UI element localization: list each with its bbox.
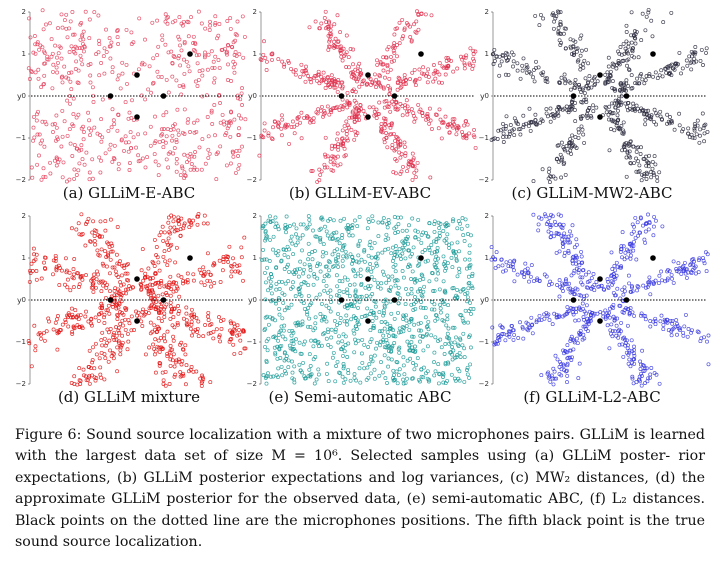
y-axis-label: y bbox=[248, 296, 253, 305]
sample-points bbox=[489, 7, 710, 185]
y-axis-label: y bbox=[480, 296, 485, 305]
scatter-plot-e: 2 1 0 −1 −2 y bbox=[247, 212, 476, 388]
sample-points bbox=[257, 9, 478, 184]
microphone-point bbox=[597, 114, 603, 120]
y-axis-label: y bbox=[248, 92, 253, 101]
y-tick-label: 1 bbox=[485, 254, 489, 262]
microphone-point bbox=[365, 318, 371, 324]
scatter-plot-d: 2 1 0 −1 −2 y bbox=[16, 212, 248, 388]
microphone-point bbox=[623, 93, 630, 99]
y-tick-label: 2 bbox=[253, 212, 257, 220]
y-tick-label: −2 bbox=[247, 380, 257, 388]
microphone-point bbox=[391, 93, 398, 99]
microphone-point bbox=[365, 276, 371, 282]
scatter-plot-f: 2 1 0 −1 −2 y bbox=[479, 212, 711, 388]
y-tick-label: −2 bbox=[247, 176, 257, 184]
sample-points bbox=[26, 8, 248, 184]
microphone-point bbox=[623, 297, 630, 303]
y-tick-label: 2 bbox=[22, 8, 26, 16]
y-tick-label: −1 bbox=[247, 134, 257, 142]
panel-caption-d: (d) GLLiM mixture bbox=[57, 388, 201, 406]
y-tick-label: 2 bbox=[485, 212, 489, 220]
panel-c: 2 1 0 −1 −2 y (c) GLLiM-MW2-ABC bbox=[478, 7, 710, 213]
microphone-point bbox=[597, 72, 603, 78]
y-tick-label: 2 bbox=[485, 8, 489, 16]
y-tick-label: 1 bbox=[253, 50, 257, 58]
y-tick-label: −2 bbox=[16, 380, 26, 388]
y-tick-label: 0 bbox=[485, 92, 489, 100]
microphone-point bbox=[134, 114, 140, 120]
y-tick-label: −2 bbox=[479, 176, 489, 184]
microphone-point bbox=[134, 72, 140, 78]
y-tick-label: 0 bbox=[22, 296, 26, 304]
y-tick-label: −2 bbox=[16, 176, 26, 184]
microphone-point bbox=[338, 297, 345, 303]
microphone-point bbox=[570, 297, 577, 303]
source-point bbox=[187, 51, 193, 57]
panel-a: 2 1 0 −1 −2 y (a) GLLiM-E-ABC bbox=[15, 8, 248, 213]
y-tick-label: −1 bbox=[16, 338, 26, 346]
panel-f: 2 1 0 −1 −2 y (f) GLLiM-L2-ABC bbox=[478, 212, 711, 417]
panel-caption-f: (f) GLLiM-L2-ABC bbox=[523, 388, 661, 406]
caption-line-5: L₂ distances. Black points on the dotted… bbox=[15, 491, 706, 529]
scatter-plot-c: 2 1 0 −1 −2 y bbox=[479, 7, 710, 185]
caption-line-1: Figure 6: Sound source localization with… bbox=[15, 427, 646, 443]
source-point bbox=[187, 255, 193, 261]
caption-line-3: rior expectations, (b) GLLiM posterior e… bbox=[15, 448, 705, 486]
sample-points bbox=[260, 214, 476, 386]
y-tick-label: 2 bbox=[253, 8, 257, 16]
source-point bbox=[418, 51, 424, 57]
panel-d: 2 1 0 −1 −2 y (d) GLLiM mixture bbox=[15, 212, 248, 417]
y-tick-label: 0 bbox=[253, 296, 257, 304]
y-axis-label: y bbox=[17, 296, 22, 305]
y-tick-label: −1 bbox=[247, 338, 257, 346]
microphone-point bbox=[107, 297, 114, 303]
microphone-point bbox=[338, 93, 345, 99]
y-tick-label: 0 bbox=[22, 92, 26, 100]
source-point bbox=[650, 255, 656, 261]
microphone-point bbox=[107, 93, 114, 99]
microphone-point bbox=[597, 318, 603, 324]
caption-line-6: point is the true sound source localizat… bbox=[15, 512, 705, 551]
y-tick-label: −1 bbox=[16, 134, 26, 142]
y-tick-label: 0 bbox=[253, 92, 257, 100]
microphone-point bbox=[365, 72, 371, 78]
scatter-plot-a: 2 1 0 −1 −2 y bbox=[16, 8, 248, 184]
caption-line-2: learned with the largest data set of siz… bbox=[15, 427, 705, 465]
sample-points bbox=[26, 212, 248, 388]
microphone-point bbox=[597, 276, 603, 282]
scatter-plot-b: 2 1 0 −1 −2 y bbox=[247, 8, 478, 184]
microphone-point bbox=[391, 297, 398, 303]
panel-caption-b: (b) GLLiM-EV-ABC bbox=[288, 184, 432, 202]
panel-e: 2 1 0 −1 −2 y (e) Semi-automatic ABC bbox=[246, 212, 476, 417]
panel-caption-c: (c) GLLiM-MW2-ABC bbox=[511, 184, 673, 202]
microphone-point bbox=[134, 318, 140, 324]
figure-caption: Figure 6: Sound source localization with… bbox=[15, 425, 705, 553]
y-tick-label: −1 bbox=[479, 134, 489, 142]
microphone-point bbox=[570, 93, 577, 99]
y-tick-label: 2 bbox=[22, 212, 26, 220]
y-tick-label: 1 bbox=[22, 254, 26, 262]
y-tick-label: 1 bbox=[22, 50, 26, 58]
y-tick-label: 1 bbox=[485, 50, 489, 58]
panel-b: 2 1 0 −1 −2 y (b) GLLiM-EV-ABC bbox=[246, 8, 478, 213]
sample-points bbox=[489, 212, 711, 388]
caption-line-4: (d) the approximate GLLiM posterior for … bbox=[15, 469, 706, 508]
y-tick-label: 0 bbox=[485, 296, 489, 304]
y-axis-label: y bbox=[480, 92, 485, 101]
panel-caption-e: (e) Semi-automatic ABC bbox=[268, 388, 452, 406]
panel-caption-a: (a) GLLiM-E-ABC bbox=[62, 184, 196, 202]
source-point bbox=[418, 255, 424, 261]
y-tick-label: 1 bbox=[253, 254, 257, 262]
y-tick-label: −2 bbox=[479, 380, 489, 388]
y-axis-label: y bbox=[17, 92, 22, 101]
microphone-point bbox=[160, 93, 167, 99]
y-tick-label: −1 bbox=[479, 338, 489, 346]
source-point bbox=[650, 51, 656, 57]
microphone-point bbox=[134, 276, 140, 282]
microphone-point bbox=[160, 297, 167, 303]
microphone-point bbox=[365, 114, 371, 120]
